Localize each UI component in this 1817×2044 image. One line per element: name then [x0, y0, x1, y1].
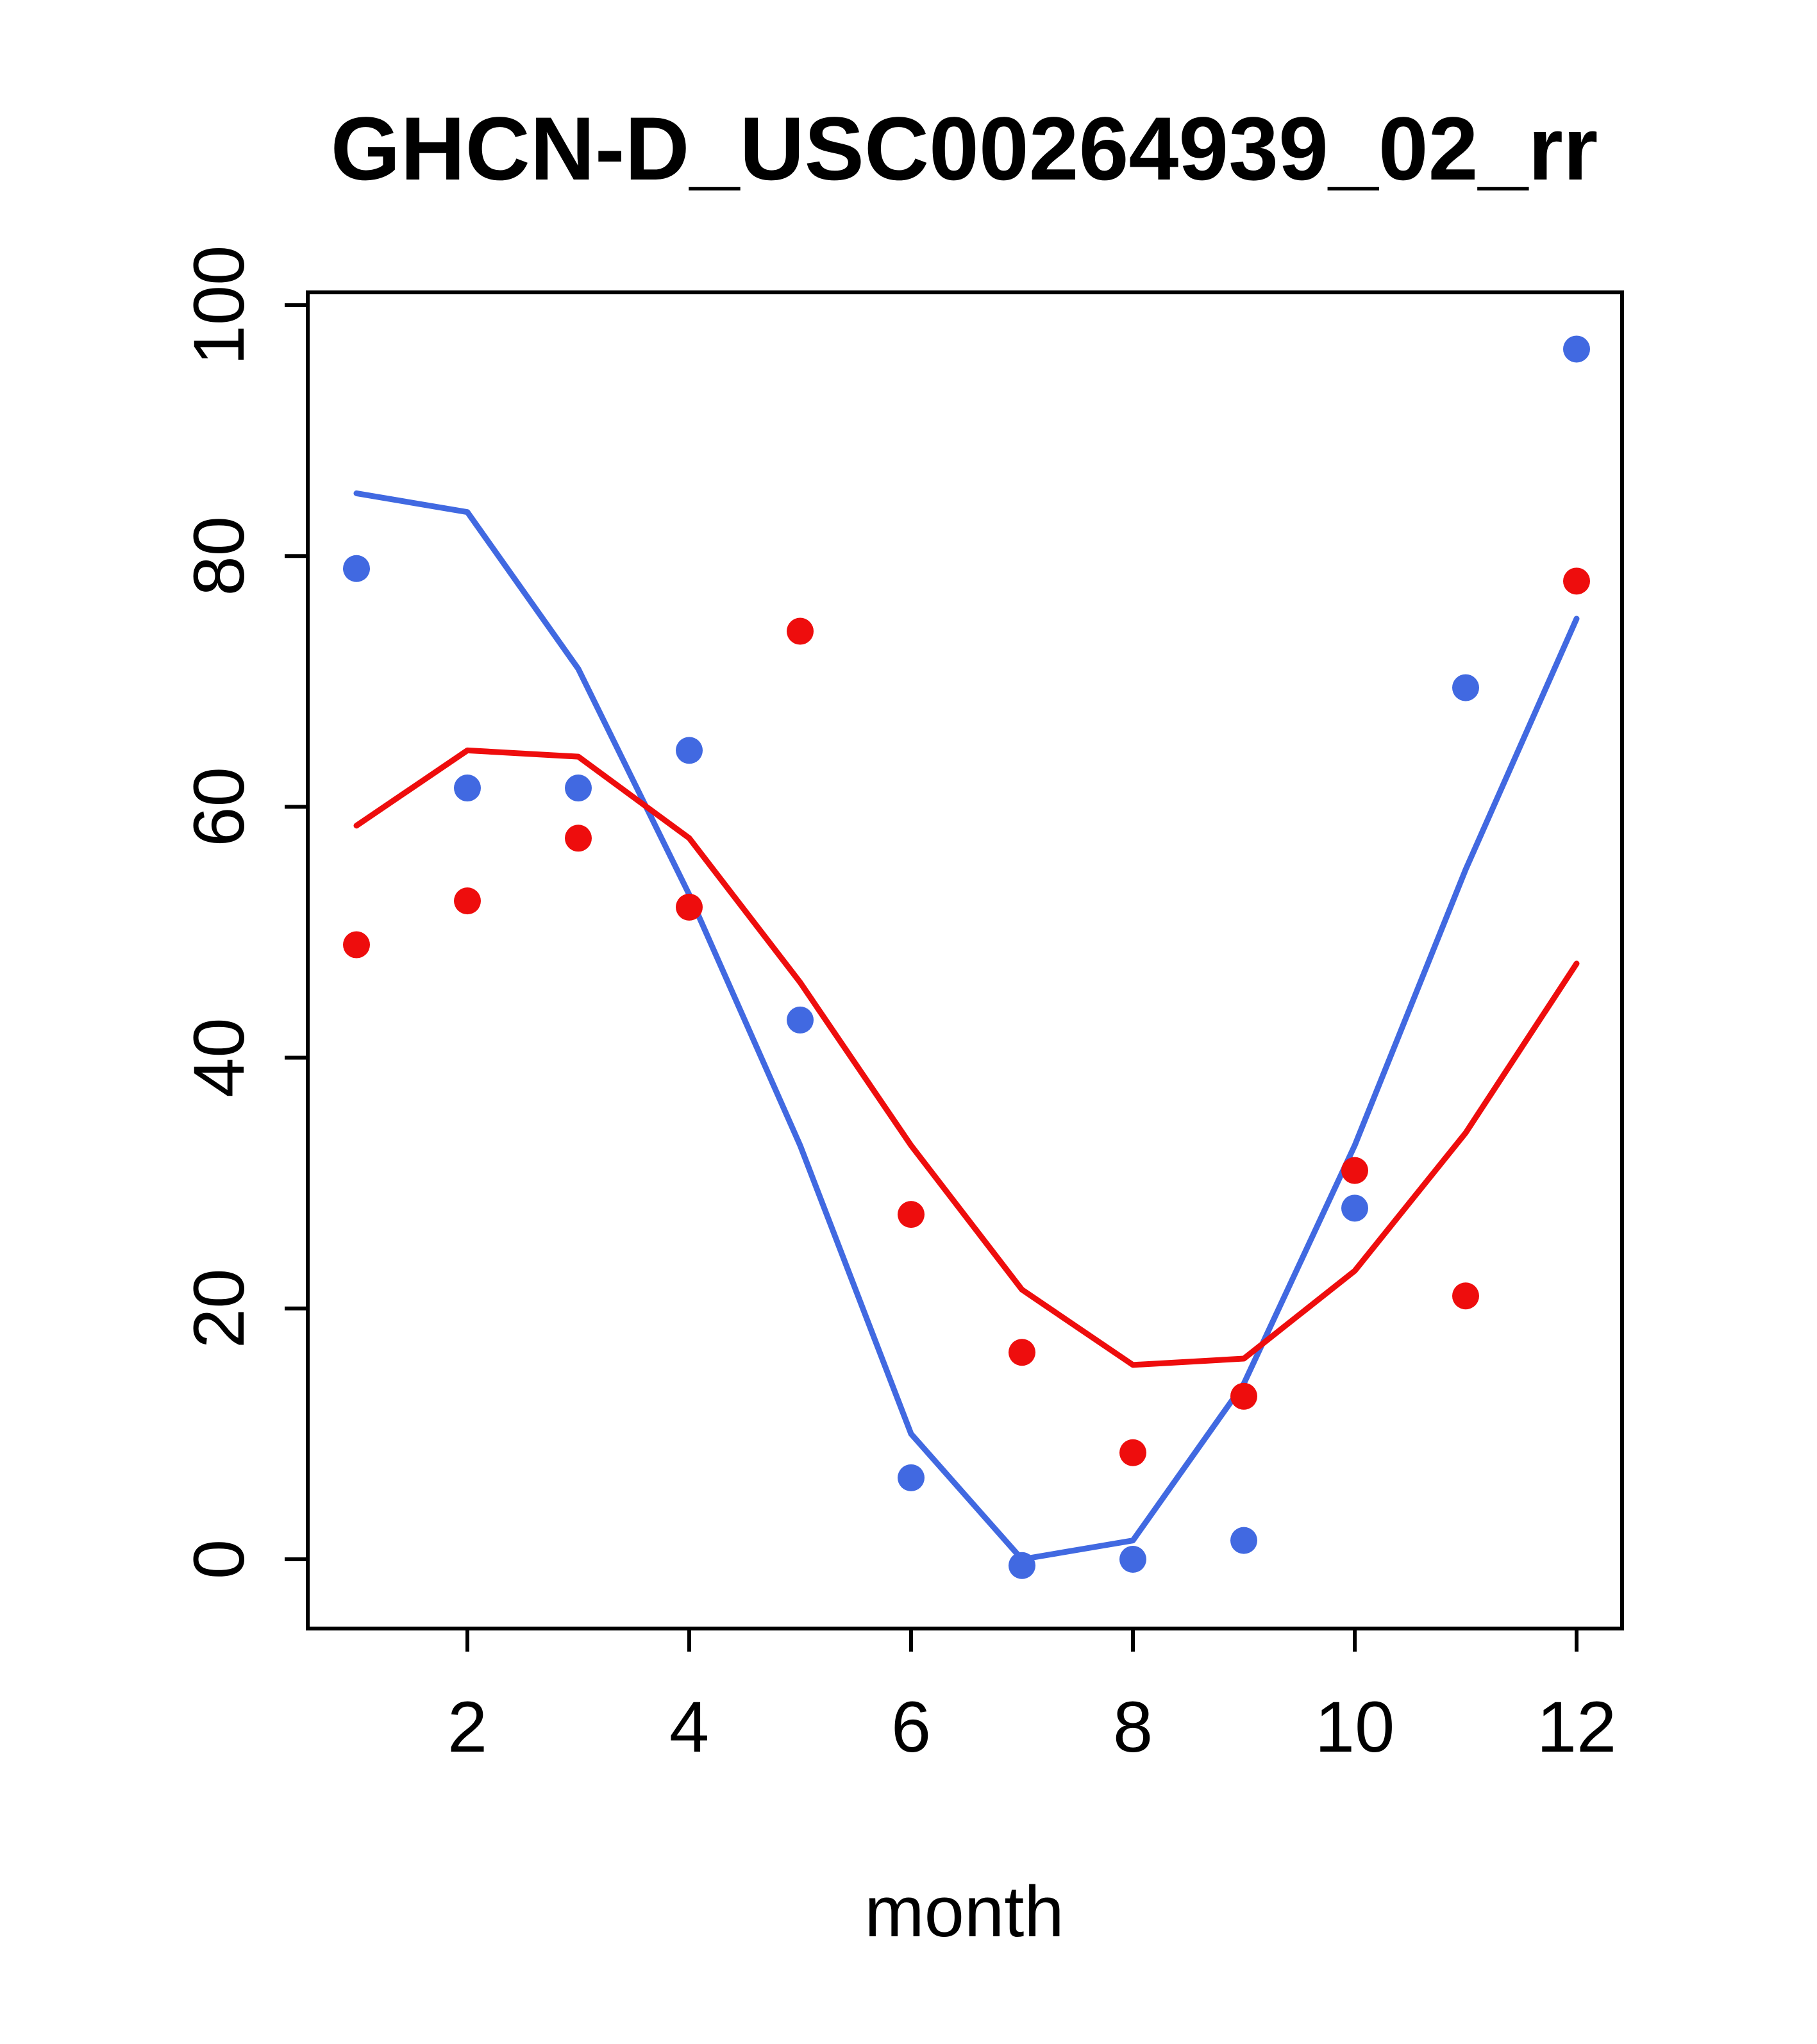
y-tick-label: 40	[179, 1018, 259, 1098]
y-tick-label: 100	[179, 246, 259, 365]
red-points-marker	[454, 887, 481, 915]
chart-title: GHCN-D_USC00264939_02_rr	[331, 98, 1598, 199]
blue-points-marker	[454, 775, 481, 802]
blue-points-marker	[1119, 1546, 1146, 1573]
x-tick-label: 6	[891, 1687, 931, 1767]
red-points-marker	[676, 893, 703, 921]
x-tick-label: 8	[1113, 1687, 1153, 1767]
red-points-marker	[1009, 1339, 1035, 1366]
blue-line	[353, 490, 1580, 1562]
blue-points-marker	[787, 1006, 814, 1034]
blue-points-marker	[565, 775, 592, 802]
y-tick-label: 20	[179, 1269, 259, 1349]
red-points-marker	[343, 931, 370, 959]
red-points-marker	[898, 1201, 925, 1228]
blue-points-marker	[676, 737, 703, 764]
red-points-marker	[1452, 1282, 1479, 1310]
x-axis-ticks: 2 4 6 8 10 12	[448, 1629, 1616, 1767]
x-tick-label: 4	[669, 1687, 709, 1767]
x-axis-label: month	[864, 1872, 1064, 1952]
red-line	[353, 747, 1580, 1368]
x-tick-label: 2	[448, 1687, 487, 1767]
blue-points-marker	[1009, 1552, 1035, 1579]
blue-points-marker	[343, 555, 370, 582]
red-points-marker	[787, 617, 814, 645]
red-points-marker	[1341, 1157, 1368, 1184]
x-tick-label: 12	[1537, 1687, 1617, 1767]
blue-points-marker	[1341, 1194, 1368, 1222]
red-points-marker	[1563, 567, 1590, 595]
series-points	[343, 335, 1590, 1579]
red-points-marker	[565, 825, 592, 852]
y-axis-ticks: 0 20 40 60 80 100	[179, 246, 308, 1579]
blue-points-marker	[898, 1464, 925, 1491]
plot-box	[306, 290, 1624, 1630]
y-tick-label: 0	[179, 1539, 259, 1579]
blue-points-marker	[1452, 674, 1479, 701]
blue-points-marker	[1563, 335, 1590, 363]
red-points-marker	[1230, 1382, 1257, 1410]
blue-points-marker	[1230, 1527, 1257, 1554]
x-tick-label: 10	[1315, 1687, 1395, 1767]
series-lines	[353, 490, 1580, 1562]
y-tick-label: 60	[179, 767, 259, 847]
y-tick-label: 80	[179, 516, 259, 596]
red-points-marker	[1119, 1439, 1146, 1466]
